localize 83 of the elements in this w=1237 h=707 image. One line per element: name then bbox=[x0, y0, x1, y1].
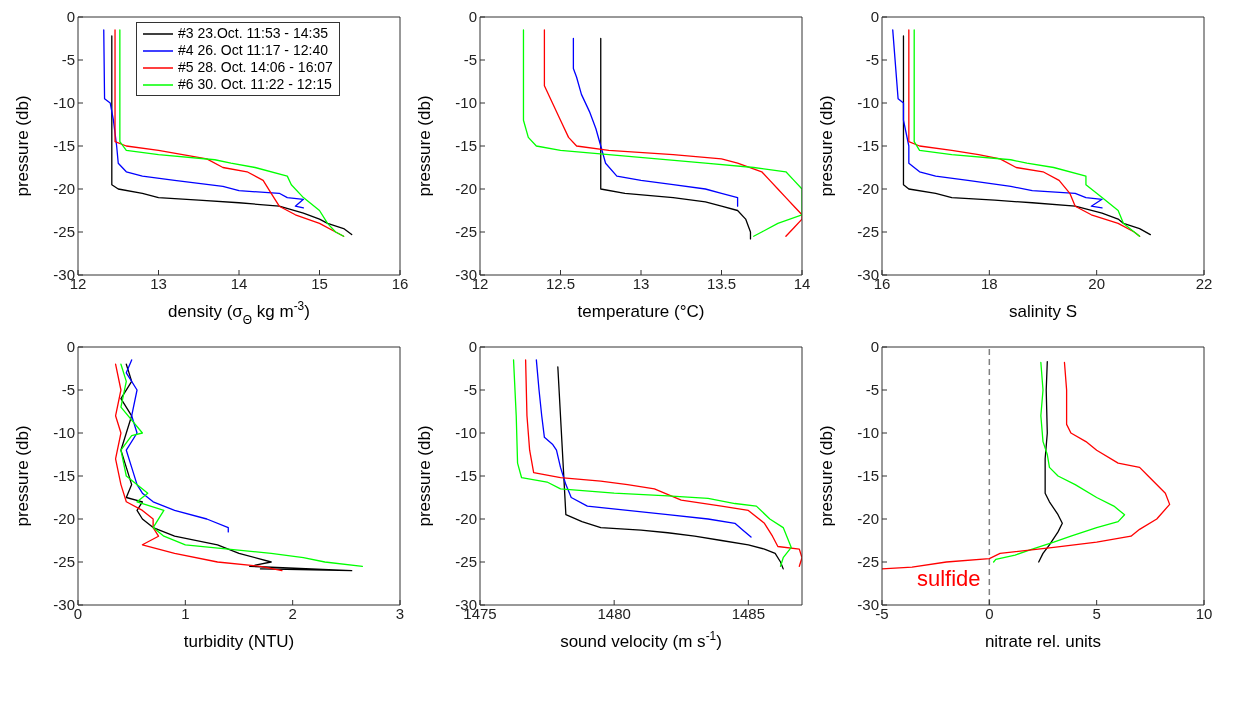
x-axis-title: density (σ$_{Θ}$ kg m$^{-3}$) bbox=[168, 299, 310, 327]
x-tick-label: 2 bbox=[288, 604, 297, 622]
y-tick-label: -20 bbox=[857, 510, 879, 528]
x-tick-label: 20 bbox=[1088, 274, 1106, 292]
x-tick-label: 10 bbox=[1195, 604, 1213, 622]
y-tick-label: -10 bbox=[857, 94, 879, 112]
line-series bbox=[557, 366, 784, 570]
line-series bbox=[882, 361, 1171, 570]
y-tick-label: -25 bbox=[857, 553, 879, 571]
annotation: sulfide bbox=[917, 566, 981, 592]
x-tick-label: 5 bbox=[1092, 604, 1101, 622]
y-tick-label: 0 bbox=[870, 338, 879, 356]
y-tick-label: -10 bbox=[455, 424, 477, 442]
y-tick-label: -30 bbox=[53, 596, 75, 614]
line-series bbox=[125, 359, 229, 533]
line-series bbox=[535, 359, 752, 538]
line-series bbox=[600, 37, 752, 240]
y-tick-label: -10 bbox=[857, 424, 879, 442]
y-tick-label: -5 bbox=[865, 51, 879, 69]
line-series bbox=[1038, 360, 1063, 563]
y-tick-label: -15 bbox=[455, 137, 477, 155]
x-tick-label: 12.5 bbox=[545, 274, 576, 292]
x-tick-label: 0 bbox=[985, 604, 994, 622]
x-axis-title: turbidity (NTU) bbox=[183, 632, 295, 651]
y-tick-label: 0 bbox=[66, 338, 75, 356]
y-axis-title: pressure (db) bbox=[415, 425, 434, 527]
line-series bbox=[114, 363, 283, 572]
y-axis-title: pressure (db) bbox=[415, 95, 434, 197]
y-tick-label: -25 bbox=[857, 223, 879, 241]
x-tick-label: 1485 bbox=[731, 604, 766, 622]
y-axis-title: pressure (db) bbox=[13, 425, 32, 527]
y-axis-title: pressure (db) bbox=[817, 95, 836, 197]
y-tick-label: -15 bbox=[455, 467, 477, 485]
y-tick-label: 0 bbox=[468, 8, 477, 26]
y-tick-label: -5 bbox=[61, 381, 75, 399]
y-tick-label: -10 bbox=[53, 424, 75, 442]
y-tick-label: -25 bbox=[53, 223, 75, 241]
line-series bbox=[992, 361, 1126, 563]
x-tick-label: 13 bbox=[632, 274, 650, 292]
x-tick-label: 3 bbox=[395, 604, 405, 622]
y-tick-label: -15 bbox=[857, 137, 879, 155]
line-series bbox=[892, 29, 1103, 209]
x-tick-label: 1 bbox=[181, 604, 190, 622]
y-tick-label: -15 bbox=[857, 467, 879, 485]
legend-label: #4 26. Oct 11:17 - 12:40 bbox=[178, 42, 328, 59]
x-tick-label: 22 bbox=[1195, 274, 1213, 292]
y-tick-label: -5 bbox=[61, 51, 75, 69]
y-tick-label: 0 bbox=[870, 8, 879, 26]
y-axis-title: pressure (db) bbox=[817, 425, 836, 527]
y-tick-label: -20 bbox=[455, 510, 477, 528]
y-tick-label: -15 bbox=[53, 467, 75, 485]
x-axis-title: sound velocity (m s$^{-1}$) bbox=[560, 629, 722, 651]
y-tick-label: -20 bbox=[53, 510, 75, 528]
x-tick-label: 14 bbox=[230, 274, 248, 292]
y-axis-title: pressure (db) bbox=[13, 95, 32, 197]
y-tick-label: 0 bbox=[468, 338, 477, 356]
y-tick-label: -5 bbox=[463, 51, 477, 69]
x-tick-label: 18 bbox=[980, 274, 998, 292]
y-tick-label: -15 bbox=[53, 137, 75, 155]
x-tick-label: 15 bbox=[311, 274, 328, 292]
x-axis-title: nitrate rel. units bbox=[984, 632, 1102, 651]
y-tick-label: -10 bbox=[455, 94, 477, 112]
x-axis-title: salinity S bbox=[1008, 302, 1078, 321]
y-tick-label: -5 bbox=[865, 381, 879, 399]
y-tick-label: -25 bbox=[455, 223, 477, 241]
x-tick-label: 14 bbox=[793, 274, 811, 292]
y-tick-label: -25 bbox=[53, 553, 75, 571]
x-tick-label: 1480 bbox=[597, 604, 631, 622]
x-tick-label: 13.5 bbox=[706, 274, 737, 292]
y-tick-label: -25 bbox=[455, 553, 477, 571]
legend-label: #5 28. Oct. 14:06 - 16:07 bbox=[178, 59, 333, 76]
x-axis-title: temperature (°C) bbox=[577, 302, 705, 321]
line-series bbox=[572, 37, 739, 207]
x-tick-label: 13 bbox=[150, 274, 167, 292]
y-tick-label: -20 bbox=[53, 180, 75, 198]
x-tick-label: 16 bbox=[391, 274, 409, 292]
y-tick-label: -10 bbox=[53, 94, 75, 112]
y-tick-label: -20 bbox=[455, 180, 477, 198]
y-tick-label: 0 bbox=[66, 8, 75, 26]
legend-label: #6 30. Oct. 11:22 - 12:15 bbox=[178, 76, 332, 93]
legend-label: #3 23.Oct. 11:53 - 14:35 bbox=[178, 25, 328, 42]
y-tick-label: -5 bbox=[463, 381, 477, 399]
y-tick-label: -20 bbox=[857, 180, 879, 198]
